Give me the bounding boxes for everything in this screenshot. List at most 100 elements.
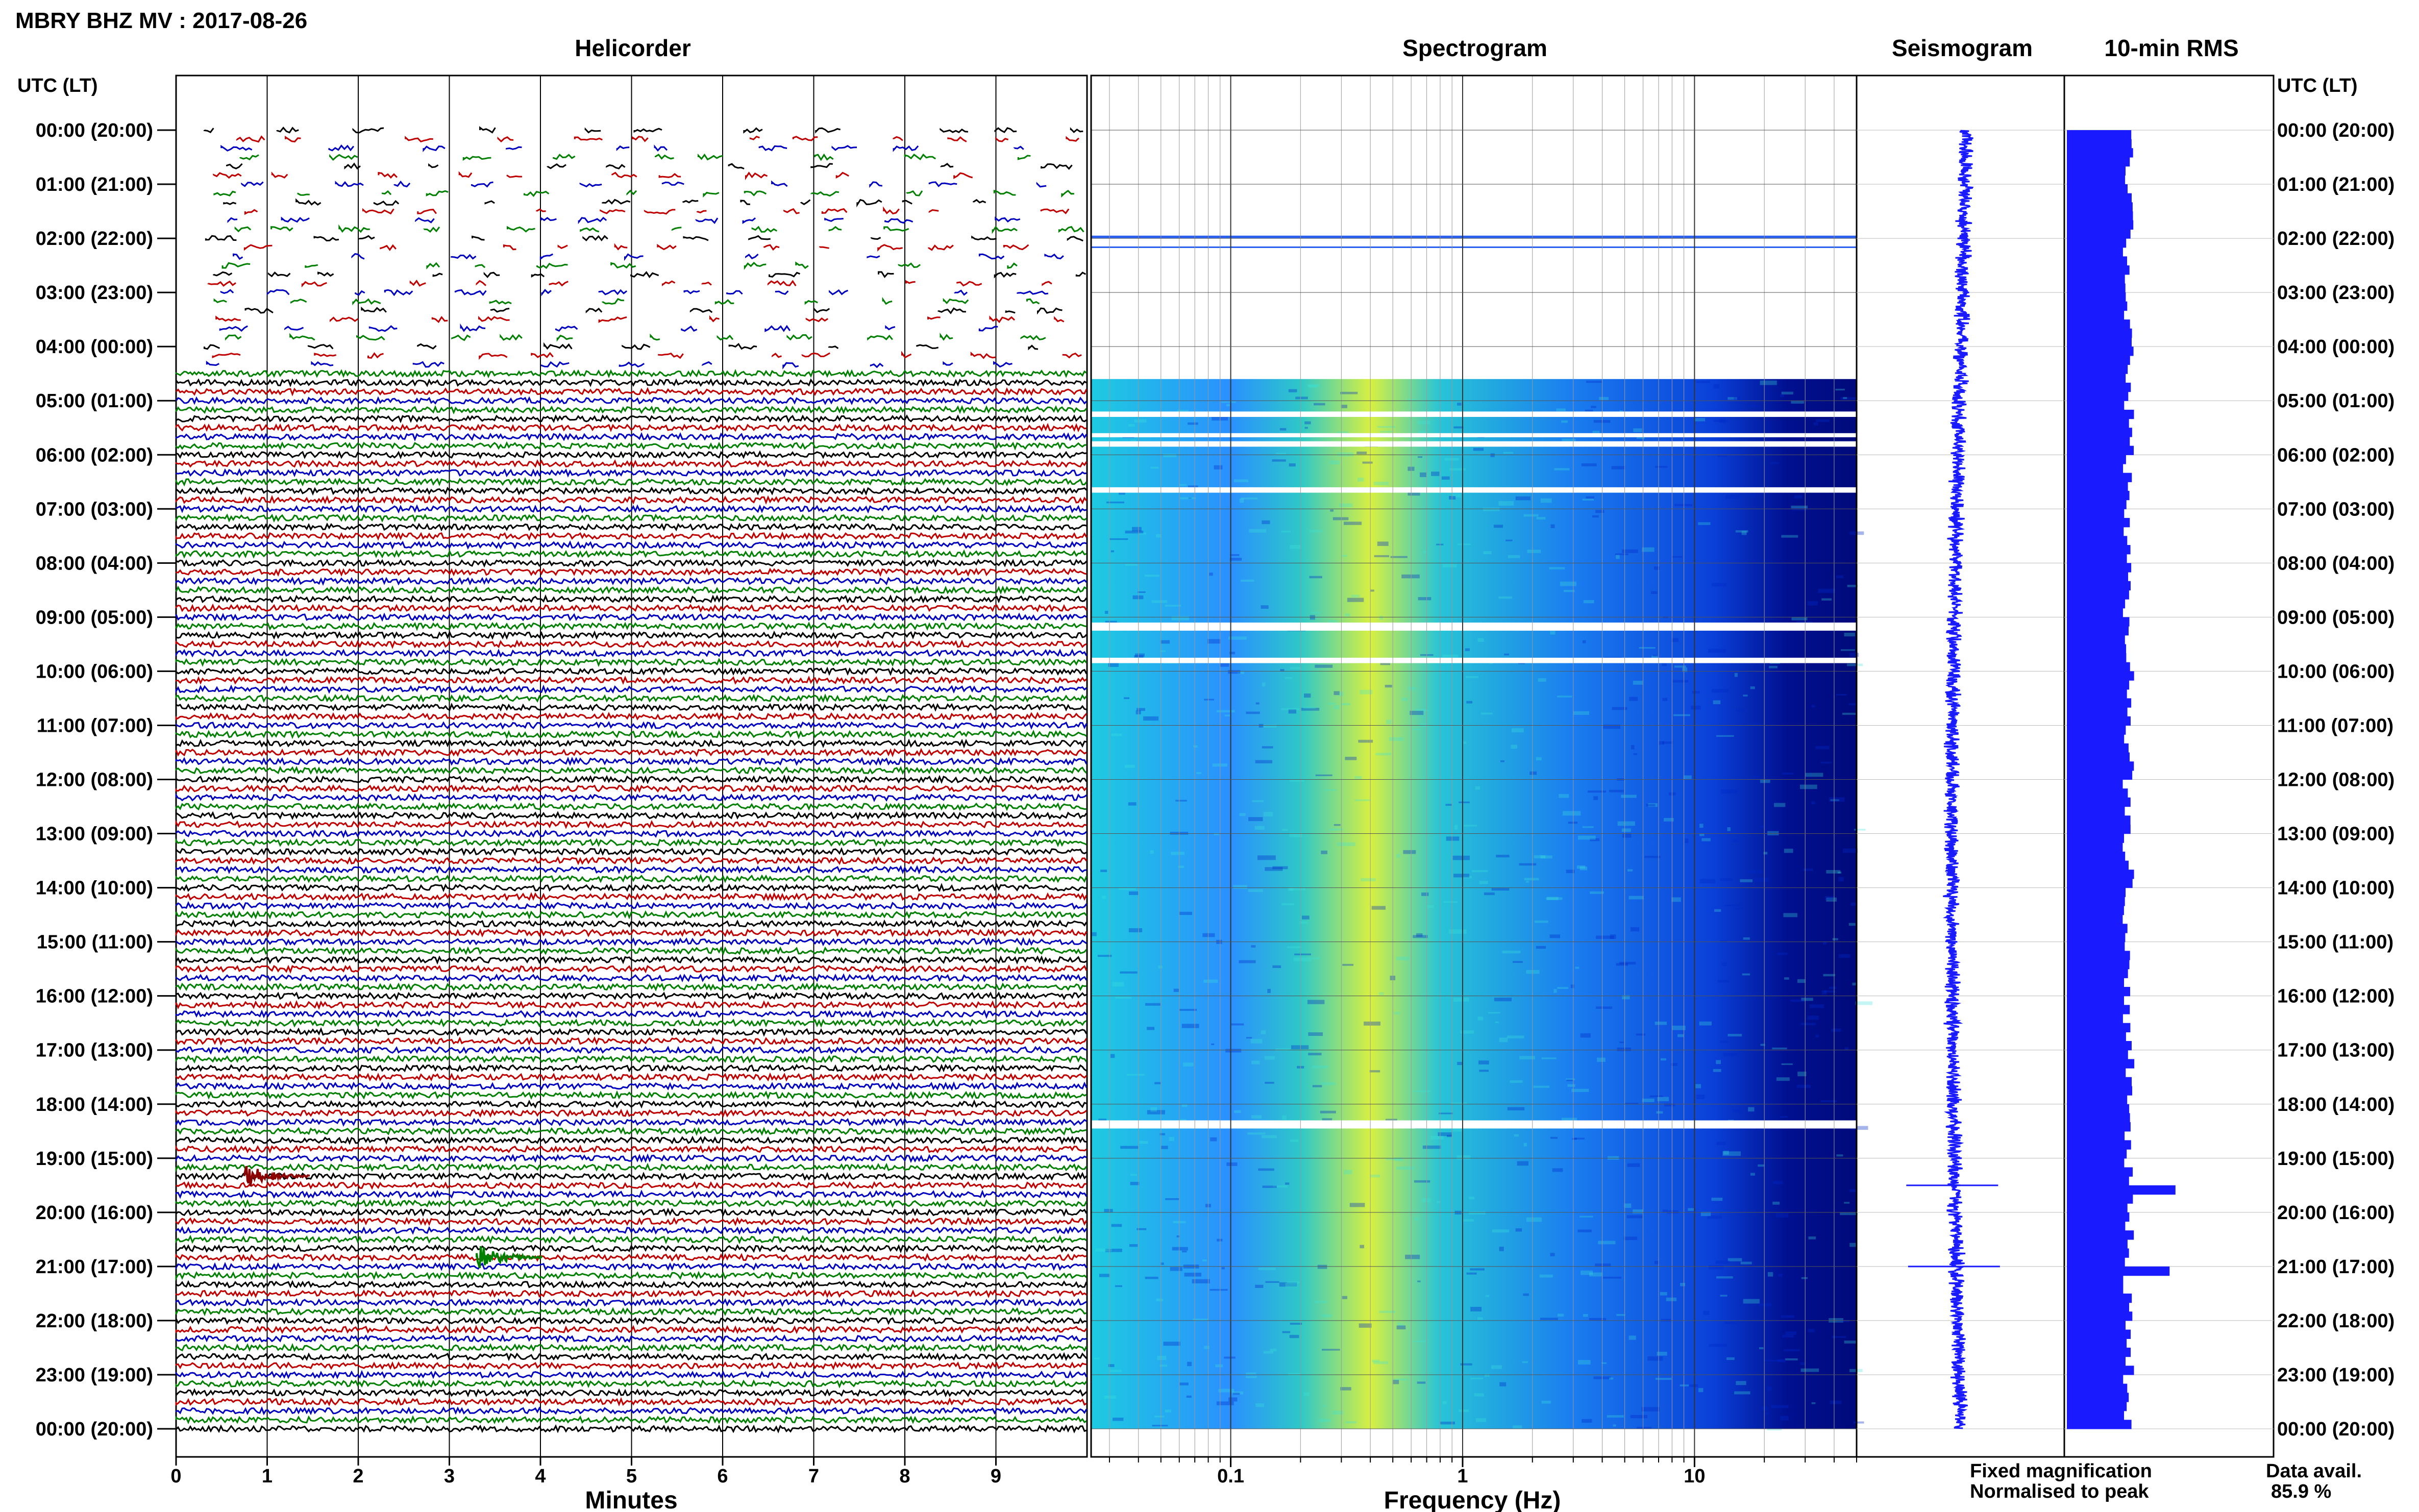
- spectrogram-texture: [1379, 615, 1383, 620]
- spectrogram-gap: [1091, 1120, 1857, 1129]
- spectrogram-texture: [1536, 757, 1542, 761]
- rms-bar: [2067, 933, 2126, 943]
- spectrogram-texture: [1397, 1323, 1404, 1327]
- spectrogram-texture: [1807, 601, 1818, 606]
- spectrogram-texture: [1475, 786, 1480, 790]
- spectrogram-texture: [1129, 1244, 1138, 1247]
- spectrogram-texture: [1184, 1273, 1201, 1277]
- left-time-label: 02:00 (22:00): [36, 228, 153, 250]
- helicorder-trace: [226, 162, 1073, 170]
- helicorder-trace: [175, 1307, 1087, 1317]
- rms-bar: [2067, 1077, 2132, 1086]
- helicorder-trace: [175, 622, 1087, 631]
- rms-bar: [2067, 545, 2131, 555]
- spectrogram-texture: [1628, 896, 1644, 900]
- spectrogram-texture: [1622, 995, 1630, 1000]
- spectrogram-texture: [1470, 1307, 1482, 1311]
- spectrogram-texture: [1334, 691, 1340, 696]
- spectrogram-texture: [1566, 1078, 1575, 1080]
- spectrogram-texture: [1809, 1004, 1824, 1008]
- data-avail-label: Data avail.: [2266, 1460, 2362, 1482]
- spectrogram-texture: [1475, 1418, 1487, 1422]
- spectrogram-texture: [1680, 1283, 1685, 1286]
- spectrogram-texture: [1607, 1415, 1624, 1418]
- spectrogram-texture: [1288, 709, 1297, 714]
- rms-bar: [2067, 743, 2129, 753]
- rms-bar: [2067, 824, 2131, 834]
- spectrogram-texture: [1342, 1296, 1347, 1299]
- rms-bar: [2067, 996, 2124, 1005]
- spectrogram-texture: [1699, 833, 1705, 836]
- spectrogram-texture: [1534, 855, 1546, 859]
- spectrogram-texture: [1617, 1047, 1632, 1051]
- spectrogram-texture: [1262, 520, 1270, 525]
- spectrogram-texture: [1842, 712, 1856, 715]
- spectrogram-texture: [1170, 1267, 1182, 1271]
- rms-bar: [2067, 518, 2130, 528]
- rms-bar: [2067, 193, 2132, 203]
- minute-tick-label: 2: [353, 1466, 363, 1487]
- spectrogram-texture: [1276, 453, 1286, 455]
- spectrogram-texture: [1648, 803, 1658, 807]
- legend-normalised-to-peak: Normalised to peak: [1970, 1481, 2149, 1502]
- spectrogram-texture: [1791, 401, 1804, 404]
- spectrogram-texture: [1262, 682, 1266, 687]
- spectrogram-texture: [1844, 633, 1855, 637]
- spectrogram-texture: [1135, 653, 1145, 657]
- spectrogram-texture: [1202, 1259, 1207, 1261]
- spectrogram-texture: [1108, 662, 1119, 667]
- spectrogram-texture: [1128, 424, 1135, 427]
- spectrogram-texture: [1380, 431, 1392, 433]
- spectrogram-texture: [1392, 1380, 1399, 1384]
- rms-bar: [2067, 1203, 2128, 1213]
- helicorder-trace: [175, 522, 1087, 532]
- spectrogram-texture: [1783, 913, 1797, 918]
- spectrogram-texture: [1713, 384, 1720, 389]
- spectrogram-texture: [1159, 1365, 1167, 1367]
- rms-bar: [2067, 1149, 2127, 1159]
- rms-bar: [2067, 951, 2130, 960]
- spectrogram-texture: [1832, 938, 1838, 940]
- right-time-label: 23:00 (19:00): [2277, 1365, 2395, 1386]
- spectrogram-texture: [1519, 863, 1537, 866]
- spectrogram-texture: [1165, 1198, 1179, 1200]
- rms-bar: [2067, 941, 2125, 951]
- helicorder-trace: [175, 603, 1088, 613]
- spectrogram-texture: [1095, 1248, 1112, 1252]
- spectrogram-texture: [1132, 527, 1142, 532]
- spectrogram-texture: [1680, 1384, 1689, 1386]
- rms-bar: [2067, 374, 2126, 383]
- spectrogram-texture: [1440, 1421, 1455, 1425]
- right-time-label: 06:00 (02:00): [2277, 444, 2395, 466]
- spectrogram-texture: [1139, 1141, 1148, 1144]
- spectrogram-texture: [1682, 667, 1688, 672]
- spectrogram-texture: [1559, 794, 1569, 798]
- spectrogram-texture: [1459, 1409, 1469, 1412]
- rms-bar: [2067, 1086, 2132, 1096]
- spectrogram-texture: [1465, 648, 1470, 651]
- spectrogram-texture: [1179, 1009, 1197, 1011]
- spectrogram-texture: [1507, 1035, 1524, 1038]
- spectrogram-texture: [1154, 1416, 1165, 1418]
- spectrogram-texture: [1696, 381, 1710, 383]
- spectrogram-texture: [1538, 678, 1546, 682]
- helicorder-trace: [244, 306, 1063, 315]
- spectrogram-texture: [1758, 1303, 1771, 1307]
- spectrogram-texture: [1657, 1097, 1669, 1101]
- spectrogram-texture: [1418, 420, 1430, 425]
- helicorder-trace: [175, 531, 1088, 541]
- spectrogram-texture: [1720, 1040, 1728, 1043]
- rms-bar: [2067, 905, 2124, 915]
- spectrogram-texture: [1673, 714, 1690, 716]
- helicorder-trace: [175, 1207, 1088, 1218]
- spectrogram-texture: [1413, 1090, 1430, 1093]
- spectrogram-texture: [1452, 855, 1470, 860]
- spectrogram-texture: [1582, 826, 1594, 828]
- left-time-label: 09:00 (05:00): [36, 607, 153, 628]
- minute-tick-label: 6: [717, 1466, 728, 1487]
- spectrogram-texture: [1105, 611, 1108, 614]
- spectrogram-texture: [1644, 856, 1661, 858]
- spectrogram-texture: [1664, 1103, 1675, 1107]
- minute-tick-label: 3: [444, 1466, 455, 1487]
- spectrogram-texture: [1309, 576, 1322, 579]
